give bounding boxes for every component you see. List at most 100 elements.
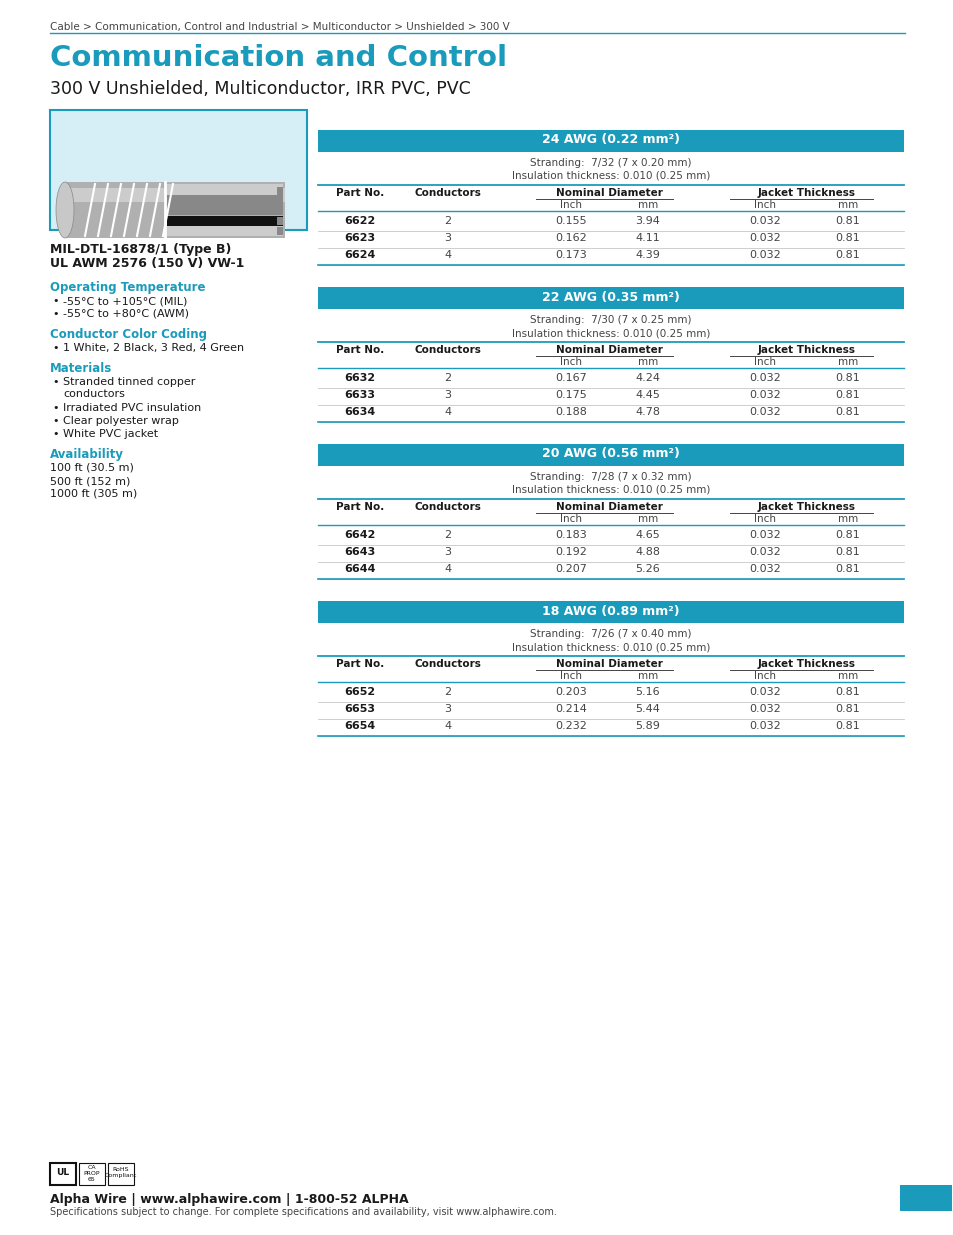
Bar (108, 1163, 133, 1186)
Bar (65, 182, 285, 238)
Text: Jacket Thickness: Jacket Thickness (757, 188, 855, 198)
Text: 20 AWG (0.56 mm²): 20 AWG (0.56 mm²) (541, 447, 679, 461)
Text: mm: mm (837, 357, 858, 367)
Text: UL: UL (56, 1168, 70, 1177)
Text: 0.188: 0.188 (555, 408, 586, 417)
Bar (276, 227, 283, 235)
Text: Stranding:  7/28 (7 x 0.32 mm): Stranding: 7/28 (7 x 0.32 mm) (530, 472, 691, 482)
Text: 0.81: 0.81 (835, 704, 860, 714)
Text: Part No.: Part No. (335, 345, 384, 354)
Text: 2: 2 (444, 687, 451, 697)
Text: •: • (52, 403, 58, 412)
Text: 3.94: 3.94 (635, 216, 659, 226)
Text: 0.162: 0.162 (555, 233, 586, 243)
Text: 0.81: 0.81 (835, 721, 860, 731)
Text: 3: 3 (444, 704, 451, 714)
Text: RoHS
Compliant: RoHS Compliant (105, 1167, 137, 1178)
Text: Insulation thickness: 0.010 (0.25 mm): Insulation thickness: 0.010 (0.25 mm) (511, 170, 709, 182)
Text: 0.81: 0.81 (835, 687, 860, 697)
Text: 0.032: 0.032 (748, 530, 781, 540)
Text: 1000 ft (305 m): 1000 ft (305 m) (50, 489, 137, 499)
Text: 4.78: 4.78 (635, 408, 659, 417)
Text: Conductors: Conductors (415, 501, 481, 513)
Text: Inch: Inch (753, 357, 775, 367)
Text: 4.45: 4.45 (635, 390, 659, 400)
Text: 22 AWG (0.35 mm²): 22 AWG (0.35 mm²) (541, 290, 679, 304)
Text: 4.11: 4.11 (635, 233, 659, 243)
Text: 0.032: 0.032 (748, 216, 781, 226)
Text: mm: mm (837, 514, 858, 524)
Bar (276, 198, 283, 205)
Text: Availability: Availability (50, 448, 124, 461)
Bar (167, 205, 283, 215)
Text: Inch: Inch (559, 514, 581, 524)
Text: Part No.: Part No. (335, 501, 384, 513)
Text: 0.81: 0.81 (835, 530, 860, 540)
Text: 6624: 6624 (344, 249, 375, 261)
Text: 4: 4 (444, 721, 451, 731)
Text: 0.032: 0.032 (748, 721, 781, 731)
Text: CA
PROP
65: CA PROP 65 (84, 1165, 100, 1182)
Text: Inch: Inch (753, 671, 775, 680)
Text: Jacket Thickness: Jacket Thickness (757, 345, 855, 354)
Text: 6633: 6633 (344, 390, 375, 400)
Text: Alpha Wire | www.alphawire.com | 1-800-52 ALPHA: Alpha Wire | www.alphawire.com | 1-800-5… (50, 1193, 408, 1207)
Text: 300 V Unshielded, Multiconductor, IRR PVC, PVC: 300 V Unshielded, Multiconductor, IRR PV… (50, 80, 470, 98)
Text: 2: 2 (444, 373, 451, 383)
Text: mm: mm (837, 671, 858, 680)
Text: Communication and Control: Communication and Control (50, 44, 507, 72)
Text: Stranded tinned copper
conductors: Stranded tinned copper conductors (63, 377, 195, 399)
Text: 5.26: 5.26 (635, 564, 659, 574)
Text: Irradiated PVC insulation: Irradiated PVC insulation (63, 403, 201, 412)
Text: Jacket Thickness: Jacket Thickness (757, 659, 855, 669)
Text: Materials: Materials (50, 362, 112, 375)
Text: •: • (52, 296, 58, 306)
Text: 309: 309 (904, 1187, 945, 1207)
Text: Inch: Inch (559, 671, 581, 680)
Text: 500 ft (152 m): 500 ft (152 m) (50, 475, 131, 487)
Text: -55°C to +105°C (MIL): -55°C to +105°C (MIL) (63, 296, 187, 306)
Bar (899, 1186, 951, 1212)
Text: 6622: 6622 (344, 216, 375, 226)
Text: Clear polyester wrap: Clear polyester wrap (63, 416, 179, 426)
Text: 0.032: 0.032 (748, 233, 781, 243)
Text: 2: 2 (444, 530, 451, 540)
Text: Nominal Diameter: Nominal Diameter (556, 345, 662, 354)
Text: 6623: 6623 (344, 233, 375, 243)
Text: Conductors: Conductors (415, 345, 481, 354)
Text: mm: mm (638, 514, 658, 524)
Text: 6654: 6654 (344, 721, 375, 731)
Text: 0.032: 0.032 (748, 547, 781, 557)
Bar (167, 226, 283, 236)
Bar (276, 217, 283, 225)
Text: Conductors: Conductors (415, 188, 481, 198)
Text: 24 AWG (0.22 mm²): 24 AWG (0.22 mm²) (541, 133, 679, 147)
Bar (276, 207, 283, 215)
Text: 6634: 6634 (344, 408, 375, 417)
Text: mm: mm (837, 200, 858, 210)
Text: 5.44: 5.44 (635, 704, 659, 714)
Text: 0.032: 0.032 (748, 687, 781, 697)
Text: •: • (52, 343, 58, 353)
Text: 0.81: 0.81 (835, 249, 860, 261)
Text: 0.032: 0.032 (748, 373, 781, 383)
Text: 0.032: 0.032 (748, 704, 781, 714)
Text: White PVC jacket: White PVC jacket (63, 429, 158, 438)
Text: 100 ft (30.5 m): 100 ft (30.5 m) (50, 463, 133, 473)
Text: Cable > Communication, Control and Industrial > Multiconductor > Unshielded > 30: Cable > Communication, Control and Indus… (50, 22, 509, 32)
Text: 0.81: 0.81 (835, 408, 860, 417)
Text: 0.81: 0.81 (835, 216, 860, 226)
Text: mm: mm (638, 671, 658, 680)
Text: 6652: 6652 (344, 687, 375, 697)
Bar (50, 1163, 76, 1186)
Text: Inch: Inch (753, 200, 775, 210)
Text: 0.207: 0.207 (555, 564, 586, 574)
Text: 0.192: 0.192 (555, 547, 586, 557)
Text: •: • (52, 416, 58, 426)
Text: 1 White, 2 Black, 3 Red, 4 Green: 1 White, 2 Black, 3 Red, 4 Green (63, 343, 244, 353)
Text: Insulation thickness: 0.010 (0.25 mm): Insulation thickness: 0.010 (0.25 mm) (511, 485, 709, 495)
Text: Insulation thickness: 0.010 (0.25 mm): Insulation thickness: 0.010 (0.25 mm) (511, 329, 709, 338)
Bar (317, 601, 903, 622)
FancyBboxPatch shape (50, 110, 307, 230)
Text: Insulation thickness: 0.010 (0.25 mm): Insulation thickness: 0.010 (0.25 mm) (511, 642, 709, 652)
